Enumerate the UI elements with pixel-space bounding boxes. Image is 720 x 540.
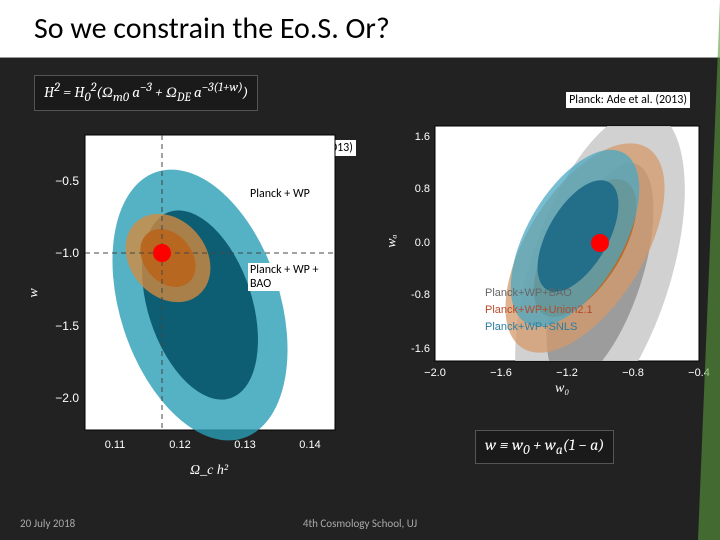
svg-text:0.8: 0.8 — [415, 183, 430, 195]
svg-text:0.13: 0.13 — [234, 439, 255, 451]
svg-text:-0.8: -0.8 — [411, 289, 430, 301]
svg-text:−0.5: −0.5 — [55, 174, 79, 188]
label-planck-wp-bao: Planck + WP + BAO — [248, 263, 332, 291]
svg-text:-1.6: -1.6 — [411, 343, 430, 355]
svg-text:0.0: 0.0 — [415, 237, 430, 249]
citation-right: Planck: Ade et al. (2013) — [566, 92, 690, 108]
accent-wedge — [698, 0, 720, 540]
right-xlabel: w₀ — [555, 381, 569, 397]
svg-text:Planck+WP+SNLS: Planck+WP+SNLS — [485, 321, 577, 333]
svg-text:−1.0: −1.0 — [55, 246, 79, 260]
left-ylabel: w — [27, 288, 43, 297]
right-ylabel: wₐ — [385, 234, 401, 247]
label-planck-wp: Planck + WP — [248, 187, 312, 201]
left-xlabel: Ω_c h² — [190, 463, 228, 479]
svg-text:0.14: 0.14 — [299, 439, 320, 451]
equation-w: w ≡ w0 + wa(1 − a) — [475, 430, 614, 464]
svg-text:1.6: 1.6 — [415, 131, 430, 143]
marker-left — [153, 244, 171, 262]
svg-text:−1.6: −1.6 — [490, 367, 512, 379]
marker-right — [591, 234, 609, 252]
svg-text:Planck+WP+Union2.1: Planck+WP+Union2.1 — [485, 304, 593, 316]
slide-title: So we constrain the Eo.S. Or? — [0, 0, 720, 57]
svg-text:Planck+WP+BAO: Planck+WP+BAO — [485, 287, 572, 299]
footer-date: 20 July 2018 — [20, 517, 75, 530]
svg-text:−2.0: −2.0 — [55, 391, 79, 405]
right-plot: −2.0 −1.6 −1.2 −0.8 −0.4 1.6 0.8 0.0 -0.… — [400, 118, 710, 398]
right-plot-svg: −2.0 −1.6 −1.2 −0.8 −0.4 1.6 0.8 0.0 -0.… — [400, 118, 710, 398]
svg-text:−2.0: −2.0 — [424, 367, 446, 379]
footer-venue: 4th Cosmology School, UJ — [303, 517, 417, 530]
left-plot-svg: 0.11 0.12 0.13 0.14 −0.5 −1.0 −1.5 −2.0 — [55, 130, 345, 460]
svg-text:−1.2: −1.2 — [556, 367, 578, 379]
left-plot: 0.11 0.12 0.13 0.14 −0.5 −1.0 −1.5 −2.0 … — [55, 130, 345, 460]
svg-text:−1.5: −1.5 — [55, 319, 79, 333]
svg-text:−0.8: −0.8 — [622, 367, 644, 379]
svg-text:0.11: 0.11 — [105, 439, 126, 451]
svg-text:0.12: 0.12 — [169, 439, 190, 451]
equation-hubble: H2 = H02(Ωm0 a−3 + ΩDE a−3(1+w)) — [34, 75, 258, 111]
